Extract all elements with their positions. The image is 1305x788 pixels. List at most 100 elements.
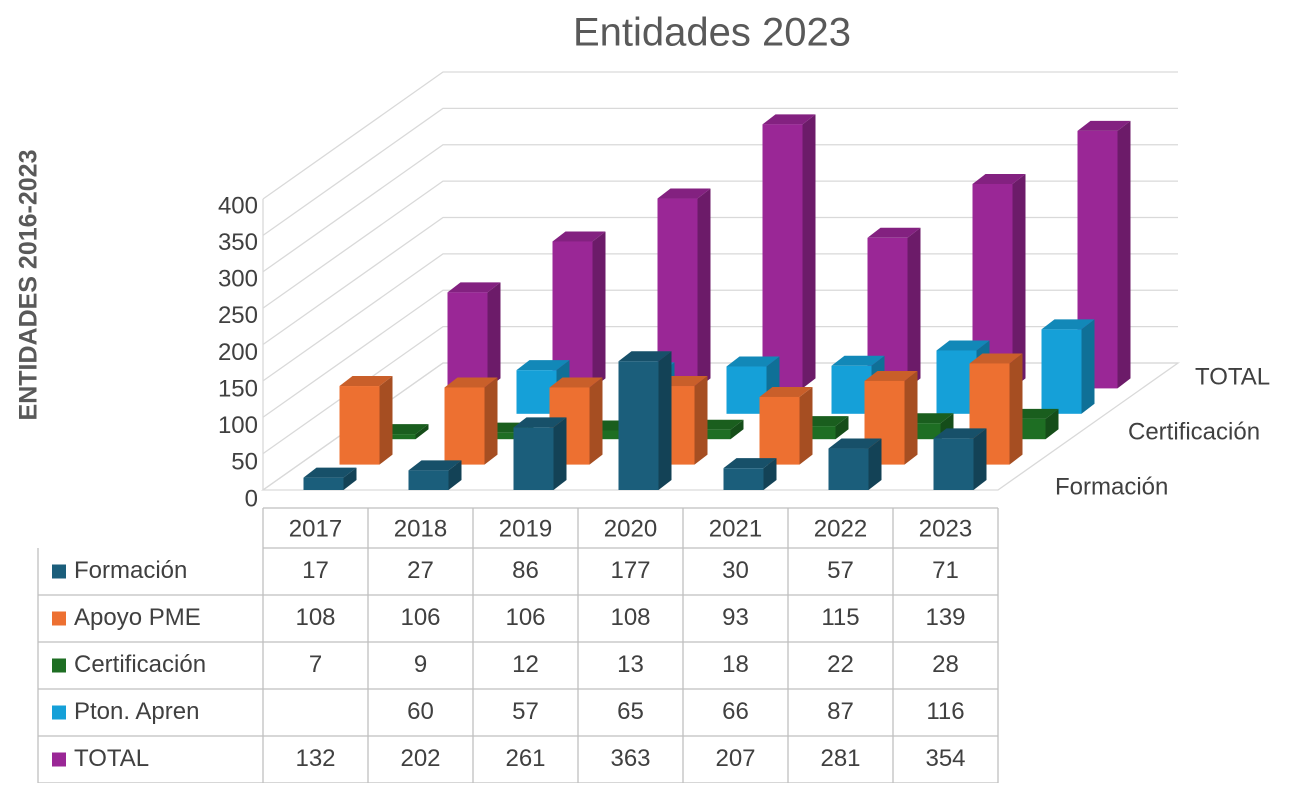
y-tick-label: 250: [218, 302, 258, 329]
y-tick-label: 0: [245, 485, 258, 512]
bar: [690, 429, 731, 440]
bar: [585, 430, 626, 440]
y-axis-label: ENTIDADES 2016-2023: [15, 150, 43, 421]
table-value: 116: [926, 698, 964, 725]
x-tick-label: 2023: [919, 515, 972, 542]
grid-line: [262, 216, 1178, 346]
x-tick-label: 2022: [814, 515, 867, 542]
y-tick-label: 300: [218, 266, 258, 293]
y-tick-label: 200: [218, 339, 258, 366]
bar-side: [1012, 173, 1026, 389]
bar: [375, 434, 416, 440]
bar-top: [933, 428, 987, 439]
bar-top: [516, 360, 570, 371]
legend-label: Apoyo PME: [74, 604, 201, 631]
bar-side: [553, 417, 567, 490]
grid-line: [262, 144, 1178, 273]
table-value: 18: [722, 651, 749, 678]
bar-top: [726, 356, 780, 367]
y-tick-label: 400: [218, 192, 258, 219]
x-tick-label: 2017: [289, 515, 342, 542]
bar-side: [379, 376, 393, 465]
table-value: 87: [827, 698, 854, 725]
depth-axis-label: Certificación: [1128, 418, 1260, 445]
bar-side: [484, 377, 498, 465]
table-value: 57: [827, 557, 854, 584]
bar: [444, 387, 485, 465]
table-value: 22: [827, 651, 854, 678]
bar-side: [1117, 120, 1131, 389]
bar: [933, 438, 974, 490]
bar-side: [973, 428, 987, 490]
table-value: 93: [722, 604, 749, 631]
y-tick-label: 350: [218, 229, 258, 256]
bar-side: [904, 370, 918, 465]
bar: [762, 124, 803, 389]
bar: [408, 470, 449, 490]
legend-key: [52, 564, 66, 579]
table-value: 177: [610, 557, 650, 584]
table-value: 281: [820, 745, 860, 772]
bar-side: [592, 231, 606, 389]
table-value: 261: [505, 745, 545, 772]
table-value: 12: [512, 651, 539, 678]
bar-side: [448, 460, 462, 490]
table-value: 363: [610, 745, 650, 772]
table-value: 13: [617, 651, 644, 678]
bar-side: [658, 351, 672, 490]
bar: [447, 292, 488, 389]
depth-axis-label: Formación: [1055, 473, 1168, 500]
bar: [828, 448, 869, 490]
bar-top: [303, 467, 357, 478]
bar: [618, 361, 659, 490]
table-value: 27: [407, 557, 434, 584]
table-value: 132: [295, 745, 335, 772]
x-tick-label: 2020: [604, 515, 657, 542]
bar-side: [1045, 408, 1059, 440]
table-value: 106: [400, 604, 440, 631]
depth-axis-label: TOTAL: [1195, 363, 1270, 390]
bar: [723, 468, 764, 490]
bar-top: [864, 370, 918, 381]
table-value: 108: [610, 604, 650, 631]
bar-top: [969, 353, 1023, 364]
table-value: 139: [925, 604, 965, 631]
x-tick-label: 2019: [499, 515, 552, 542]
table-value: 7: [309, 651, 322, 678]
bar-side: [763, 458, 777, 490]
table-value: 28: [932, 651, 959, 678]
bar-side: [730, 419, 744, 440]
x-tick-label: 2021: [709, 515, 762, 542]
bar-side: [415, 424, 429, 440]
bar: [513, 427, 554, 490]
bar-side: [1009, 353, 1023, 465]
legend-key: [52, 658, 66, 673]
bar-top: [513, 417, 567, 428]
legend-key: [52, 752, 66, 767]
table-value: 65: [617, 698, 644, 725]
bar: [339, 386, 380, 465]
bar-top: [1041, 319, 1095, 330]
legend-label: Pton. Apren: [74, 698, 199, 725]
bar-side: [907, 227, 921, 389]
legend-label: Certificación: [74, 651, 206, 678]
table-value: 108: [295, 604, 335, 631]
bar-top: [339, 376, 393, 387]
legend-label: Formación: [74, 557, 187, 584]
chart-title: Entidades 2023: [573, 11, 851, 55]
legend-key: [52, 705, 66, 720]
bar: [1041, 329, 1082, 414]
bar-top: [867, 227, 921, 238]
table-value: 115: [821, 604, 859, 631]
table-value: 86: [512, 557, 539, 584]
grid-line: [262, 325, 1178, 455]
bar-top: [828, 438, 882, 449]
bar-side: [694, 376, 708, 465]
y-tick-label: 50: [231, 449, 258, 476]
bar-top: [408, 460, 462, 471]
bar-top: [1077, 120, 1131, 131]
bar: [303, 477, 344, 490]
grid-line: [262, 253, 1178, 382]
bar-side: [802, 114, 816, 389]
